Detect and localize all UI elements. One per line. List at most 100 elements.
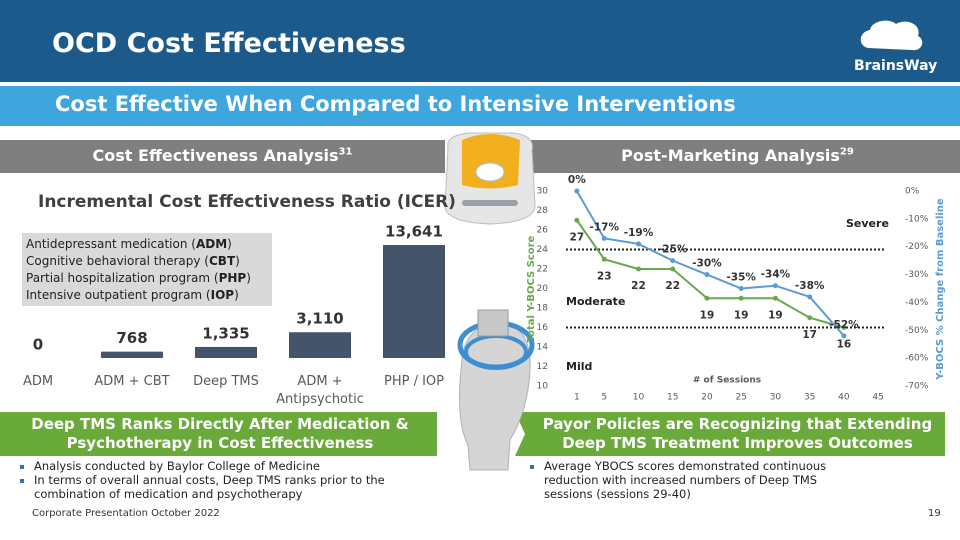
data-label: 17 [802, 329, 817, 341]
subtitle-band [0, 86, 960, 126]
data-label: -34% [761, 269, 791, 281]
data-label: 22 [631, 280, 646, 292]
chart-title: Incremental Cost Effectiveness Ratio (IC… [38, 192, 456, 212]
x-tick-label: 10 [633, 393, 645, 403]
right-heading: Post-Marketing Analysis29 [515, 146, 960, 165]
point [841, 333, 847, 339]
heading-ref: 29 [839, 146, 854, 158]
x-tick-label: 20 [701, 393, 713, 403]
point [574, 188, 580, 194]
point [601, 256, 607, 262]
page-number: 19 [928, 508, 941, 519]
logo-icon [860, 20, 923, 51]
note-text: Partial hospitalization program ( [26, 271, 219, 285]
note-text: ) [234, 288, 239, 302]
point [635, 241, 641, 247]
logo-text: BrainsWay [854, 58, 938, 74]
data-label: 22 [665, 280, 680, 292]
bar [289, 332, 351, 358]
point [601, 235, 607, 241]
data-label: 19 [734, 309, 749, 321]
note-line: Cognitive behavioral therapy (CBT) [26, 253, 251, 270]
head-image [457, 309, 535, 471]
point [807, 294, 813, 300]
left-bullets: Analysis conducted by Baylor College of … [20, 459, 414, 501]
left-banner: Deep TMS Ranks Directly After Medication… [31, 415, 409, 452]
point [772, 295, 778, 301]
annotation: Moderate [566, 295, 625, 308]
data-label: -25% [658, 244, 688, 256]
point [670, 258, 676, 264]
data-label: 23 [597, 270, 612, 282]
value-label: 1,335 [202, 324, 249, 342]
x-tick-label: Deep TMS [193, 374, 259, 389]
data-label: -38% [795, 280, 825, 292]
right-bullets: Average YBOCS scores demonstrated contin… [530, 459, 844, 501]
y-tick-label: 16 [537, 323, 549, 333]
note-line: Intensive outpatient program (IOP) [26, 287, 251, 304]
note-abbr: CBT [208, 254, 236, 268]
x-axis-title: # of Sessions [693, 376, 761, 386]
data-label: -17% [589, 221, 619, 233]
note-abbr: PHP [218, 271, 247, 285]
note-line: Partial hospitalization program (PHP) [26, 270, 251, 287]
y-tick-label: 20 [537, 284, 549, 294]
data-label: 27 [570, 231, 585, 243]
point [807, 315, 813, 321]
bar [101, 351, 163, 358]
data-label: -52% [829, 319, 859, 331]
value-label: 13,641 [385, 223, 443, 241]
right-banner-bg [515, 412, 945, 456]
note-text: Cognitive behavioral therapy ( [26, 254, 209, 268]
footer-text: Corporate Presentation October 2022 [32, 508, 220, 519]
x-tick-label: PHP / IOP [383, 374, 444, 389]
device-image [444, 132, 536, 225]
note-text: Antidepressant medication ( [26, 237, 196, 251]
y-tick-label: 12 [537, 362, 548, 372]
y-tick-label: 14 [537, 343, 549, 353]
left-heading: Cost Effectiveness Analysis31 [0, 146, 445, 165]
bar [195, 346, 257, 358]
note-box [22, 233, 272, 306]
y-tick-label: 28 [537, 206, 549, 216]
left-banner-bg [0, 412, 437, 456]
point [704, 272, 710, 278]
right-banner: Payor Policies are Recognizing that Exte… [542, 415, 933, 452]
note-line: Antidepressant medication (ADM) [26, 236, 251, 253]
x-tick-label: ADM + Antipsychotic [276, 374, 364, 407]
y-tick-label: 22 [537, 265, 548, 275]
note-text: ) [246, 271, 251, 285]
heading-ref: 31 [338, 146, 353, 158]
annotation: Mild [566, 360, 592, 373]
y-tick-label: 26 [537, 226, 549, 236]
header-band [0, 0, 960, 82]
x-tick-label: 45 [872, 393, 883, 403]
y-tick-label: 24 [537, 245, 549, 255]
x-tick-label: 1 [574, 393, 580, 403]
x-tick-label: 30 [770, 393, 782, 403]
bullet: In terms of overall annual costs, Deep T… [34, 473, 414, 501]
point [670, 266, 676, 272]
note-list: Antidepressant medication (ADM) Cognitive… [26, 236, 251, 304]
point [574, 217, 580, 223]
note-abbr: IOP [210, 288, 235, 302]
note-text: ) [227, 237, 232, 251]
y-tick-label: 30 [537, 187, 549, 197]
y2-tick-label: 0% [905, 187, 920, 197]
note-abbr: ADM [195, 237, 228, 251]
value-label: 768 [116, 329, 147, 347]
note-text: ) [235, 254, 240, 268]
data-label: 0% [568, 174, 586, 186]
point [772, 283, 778, 289]
point [738, 295, 744, 301]
data-label: -19% [624, 227, 654, 239]
y-tick-label: 10 [537, 382, 549, 392]
y2-axis-title: Y-BOCS % Change from Baseline [935, 198, 946, 381]
left-heading-band [0, 140, 445, 173]
y-axis-title: Total Y-BOCS Score [526, 235, 537, 342]
y2-tick-label: -20% [905, 242, 929, 252]
bullet: Average YBOCS scores demonstrated contin… [544, 459, 844, 501]
data-label: -30% [692, 258, 722, 270]
